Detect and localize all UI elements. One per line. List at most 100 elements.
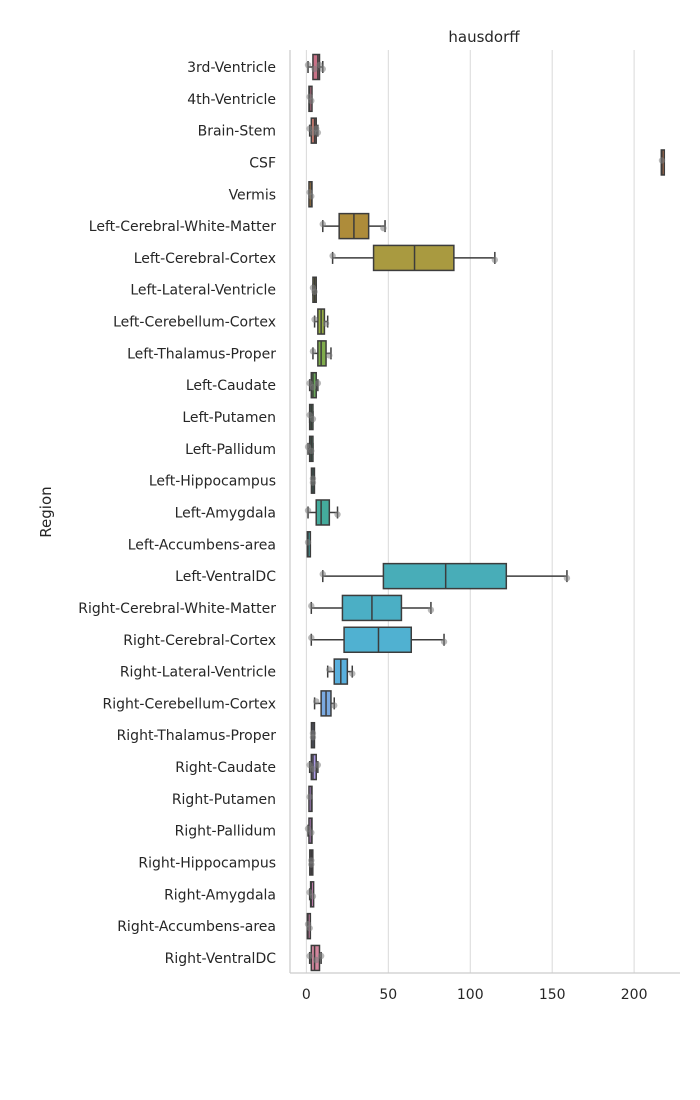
data-point: [311, 316, 318, 323]
x-tick-label: 200: [621, 987, 648, 1003]
boxes: [304, 53, 666, 972]
box-plot-item: [309, 340, 333, 367]
box-plot-item: [309, 721, 317, 749]
box-plot-item: [306, 181, 315, 208]
data-point: [306, 924, 313, 932]
y-tick-label: Left-Cerebral-White-Matter: [89, 219, 276, 235]
data-point: [658, 157, 666, 164]
y-tick-label: Left-Hippocampus: [149, 474, 276, 490]
data-point: [304, 61, 312, 69]
box-plot-item: [306, 371, 322, 399]
y-tick-label: Left-Lateral-Ventricle: [130, 283, 276, 299]
data-point: [440, 638, 448, 645]
data-point: [309, 479, 317, 486]
box-plot-item: [306, 944, 325, 972]
y-tick-label: Left-Thalamus-Proper: [127, 346, 276, 362]
box-plot-item: [309, 467, 317, 494]
box-plot-item: [306, 881, 317, 908]
box-plot-item: [304, 817, 315, 844]
box-plot-item: [304, 912, 313, 940]
y-tick-label: Left-Caudate: [186, 378, 276, 394]
box-plot-item: [329, 244, 499, 272]
data-point: [306, 952, 313, 960]
box: [317, 340, 327, 367]
box-plot-item: [306, 403, 317, 431]
box-plot-item: [306, 785, 313, 813]
box-plot-item: [304, 499, 341, 526]
box-plot-item: [304, 53, 326, 81]
box-plot-item: [658, 149, 666, 176]
data-point: [380, 224, 387, 232]
y-tick-label: Right-Lateral-Ventricle: [120, 665, 276, 681]
data-point: [308, 634, 315, 641]
box-plot-item: [313, 690, 338, 717]
data-point: [309, 384, 317, 391]
y-tick-label: Right-Thalamus-Proper: [117, 728, 277, 744]
data-point: [329, 252, 336, 260]
y-tick-label: Right-VentralDC: [165, 951, 277, 967]
box-plot-item: [319, 212, 387, 240]
box-plot-item: [309, 276, 318, 303]
data-point: [306, 793, 313, 801]
data-point: [313, 956, 320, 964]
data-point: [304, 539, 312, 546]
x-tick-label: 0: [302, 987, 311, 1003]
y-tick-label: Right-Putamen: [172, 792, 276, 808]
box-plot-item: [304, 531, 312, 558]
y-tick-label: Left-Accumbens-area: [128, 537, 276, 553]
data-point: [331, 702, 338, 709]
box: [343, 626, 413, 654]
data-point: [311, 288, 318, 295]
box-plot-item: [306, 117, 322, 144]
y-tick-label: Brain-Stem: [198, 124, 276, 140]
y-tick-label: Right-Accumbens-area: [117, 919, 276, 935]
box: [372, 244, 455, 272]
y-tick-label: Left-Cerebral-Cortex: [134, 251, 276, 267]
box-plot-item: [306, 85, 315, 113]
data-point: [314, 761, 322, 769]
box-plot-item: [326, 658, 356, 685]
data-point: [322, 320, 330, 327]
y-tick-label: Left-Amygdala: [175, 505, 276, 521]
y-tick-label: Left-Cerebellum-Cortex: [113, 315, 276, 331]
data-point: [319, 570, 326, 578]
y-tick-label: Right-Caudate: [175, 760, 276, 776]
data-point: [319, 65, 326, 73]
y-tick-label: Left-Pallidum: [185, 442, 276, 458]
y-tick-label: Right-Cerebral-White-Matter: [78, 601, 276, 617]
data-point: [309, 415, 317, 423]
y-tick-labels: 3rd-Ventricle 4th-Ventricle Brain-Stem CSF V…: [78, 60, 276, 967]
box: [315, 499, 331, 526]
x-tick-label: 100: [457, 987, 484, 1003]
data-point: [308, 97, 315, 105]
box-plot-item: [308, 849, 315, 876]
y-tick-label: Right-Cerebellum-Cortex: [103, 696, 276, 712]
data-point: [326, 352, 333, 359]
box-plot-item: [308, 594, 435, 622]
data-point: [349, 670, 356, 677]
data-point: [308, 829, 315, 836]
y-tick-label: 4th-Ventricle: [187, 92, 276, 108]
data-point: [334, 511, 341, 518]
y-tick-label: Vermis: [229, 187, 276, 203]
y-axis-title: Region: [37, 486, 55, 537]
data-point: [563, 574, 571, 582]
data-point: [308, 447, 315, 455]
y-tick-label: Right-Amygdala: [164, 887, 276, 903]
data-point: [326, 666, 333, 673]
y-tick-label: Right-Hippocampus: [138, 856, 276, 872]
y-tick-label: Left-VentralDC: [175, 569, 276, 585]
data-point: [304, 507, 312, 514]
data-point: [308, 602, 315, 610]
data-point: [309, 734, 317, 741]
data-point: [309, 765, 317, 773]
data-point: [314, 380, 322, 387]
y-tick-label: Right-Cerebral-Cortex: [123, 633, 276, 649]
x-tick-labels: 0 50 100 150 200: [302, 987, 648, 1003]
data-point: [311, 65, 318, 73]
x-tick-label: 50: [379, 987, 397, 1003]
y-tick-label: Left-Putamen: [182, 410, 276, 426]
data-point: [491, 256, 499, 264]
data-point: [427, 606, 435, 614]
